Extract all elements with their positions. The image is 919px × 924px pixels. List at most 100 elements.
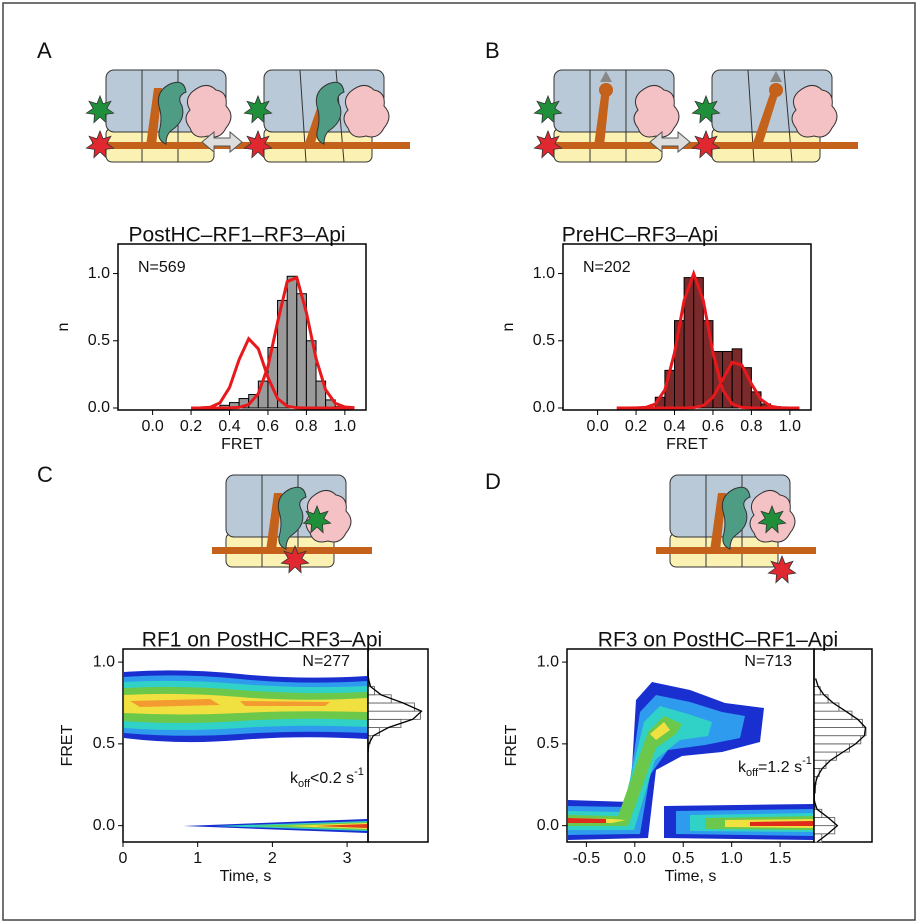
x-axis-label: Time, s bbox=[220, 868, 272, 885]
x-tick-label: 0.2 bbox=[180, 418, 202, 435]
rf3 bbox=[791, 85, 838, 138]
mrna bbox=[250, 142, 410, 149]
mrna bbox=[656, 547, 816, 554]
fluorophore bbox=[243, 129, 273, 159]
x-tick-label: 2 bbox=[268, 850, 277, 867]
y-axis-label: FRET bbox=[503, 724, 520, 766]
y-tick-label: 1.0 bbox=[88, 265, 110, 282]
density-contours bbox=[568, 682, 813, 840]
y-tick-label: 0.5 bbox=[537, 735, 559, 752]
plot-frame bbox=[122, 648, 369, 843]
side-fit-line bbox=[813, 678, 867, 843]
y-tick-label: 1.0 bbox=[537, 653, 559, 670]
x-tick-label: 1.0 bbox=[334, 418, 356, 435]
fit-line bbox=[191, 336, 355, 410]
x-tick-label: 1.0 bbox=[779, 418, 801, 435]
fluorophore bbox=[302, 504, 332, 534]
rate-symbol: k bbox=[738, 759, 747, 776]
side-histogram-bar bbox=[367, 718, 402, 728]
side-histogram-bar bbox=[367, 727, 380, 737]
x-axis-label: FRET bbox=[221, 436, 263, 453]
rf3 bbox=[633, 85, 680, 138]
exchange-arrow bbox=[649, 130, 691, 154]
side-histogram-bar bbox=[813, 710, 853, 720]
side-histogram-bar bbox=[367, 710, 421, 720]
panel-label: A bbox=[37, 38, 52, 63]
annotation: N=277 bbox=[302, 653, 350, 670]
fluorophore bbox=[280, 544, 310, 574]
rate-symbol: k bbox=[290, 770, 299, 787]
mrna bbox=[212, 547, 372, 554]
x-tick-label: 0.2 bbox=[625, 418, 647, 435]
rf1 bbox=[277, 486, 307, 550]
peptide-tip bbox=[770, 71, 782, 82]
side-histogram-bar bbox=[813, 718, 863, 728]
mrna bbox=[540, 142, 700, 149]
plot-frame bbox=[562, 243, 812, 411]
peptide bbox=[599, 83, 613, 97]
panel-label: C bbox=[37, 462, 53, 487]
x-tick-label: 1.0 bbox=[721, 850, 743, 867]
x-tick-label: 3 bbox=[343, 850, 352, 867]
x-tick-label: 0.8 bbox=[295, 418, 317, 435]
y-axis-label: n bbox=[500, 323, 517, 332]
fluorophore bbox=[767, 554, 797, 584]
panel-title: RF3 on PostHC–RF1–Api bbox=[598, 629, 838, 652]
rate-value: =1.2 s bbox=[758, 759, 802, 776]
peptide-tip bbox=[600, 71, 612, 82]
y-axis-label: n bbox=[55, 323, 72, 332]
histogram-bar bbox=[286, 275, 298, 409]
y-tick-label: 0.0 bbox=[88, 399, 110, 416]
x-tick-label: 1.5 bbox=[769, 850, 791, 867]
mrna bbox=[92, 142, 252, 149]
y-tick-label: 0.5 bbox=[533, 332, 555, 349]
fluorophore bbox=[757, 504, 787, 534]
fit-line bbox=[191, 275, 355, 410]
x-tick-label: 0.4 bbox=[218, 418, 240, 435]
density-contours bbox=[124, 670, 367, 833]
x-axis-label: Time, s bbox=[665, 868, 717, 885]
rf3 bbox=[343, 85, 390, 138]
rate-value: <0.2 s bbox=[310, 770, 354, 787]
side-histogram-bar bbox=[813, 727, 867, 737]
rate-subscript: off bbox=[746, 767, 759, 779]
x-tick-label: 0.5 bbox=[672, 850, 694, 867]
y-tick-label: 0.5 bbox=[88, 332, 110, 349]
fluorophore bbox=[533, 129, 563, 159]
x-tick-label: 0 bbox=[119, 850, 128, 867]
x-tick-label: 0.4 bbox=[663, 418, 685, 435]
fluorophore bbox=[85, 94, 115, 124]
side-histogram-bar bbox=[813, 735, 862, 745]
rf1 bbox=[721, 486, 751, 550]
y-tick-label: 1.0 bbox=[533, 265, 555, 282]
annotation: N=713 bbox=[744, 653, 792, 670]
fluorophore bbox=[85, 129, 115, 159]
panel-title: RF1 on PostHC–RF3–Api bbox=[142, 629, 382, 652]
y-tick-label: 0.5 bbox=[93, 735, 115, 752]
histogram-bar bbox=[731, 348, 743, 409]
rate-label: koff<0.2 s-1 bbox=[290, 766, 364, 790]
side-histogram-bar bbox=[367, 702, 415, 712]
panel-label: D bbox=[485, 469, 501, 494]
trna bbox=[752, 88, 780, 146]
side-histogram-bar bbox=[813, 817, 836, 827]
x-tick-label: -0.5 bbox=[573, 850, 601, 867]
rate-subscript: off bbox=[298, 778, 311, 790]
y-tick-label: 1.0 bbox=[93, 653, 115, 670]
annotation: N=202 bbox=[583, 259, 631, 276]
rf1 bbox=[157, 81, 187, 145]
rate-superscript: -1 bbox=[354, 766, 364, 778]
y-axis-label: FRET bbox=[59, 724, 76, 766]
rate-label: koff=1.2 s-1 bbox=[738, 755, 812, 779]
plot-frame bbox=[117, 243, 367, 411]
x-tick-label: 0.0 bbox=[586, 418, 608, 435]
x-tick-label: 0.8 bbox=[740, 418, 762, 435]
mrna bbox=[698, 142, 858, 149]
fluorophore bbox=[691, 129, 721, 159]
rf3 bbox=[185, 85, 232, 138]
y-tick-label: 0.0 bbox=[537, 817, 559, 834]
fluorophore bbox=[691, 94, 721, 124]
rate-superscript: -1 bbox=[802, 755, 812, 767]
panel-title: PostHC–RF1–RF3–Api bbox=[128, 224, 345, 247]
